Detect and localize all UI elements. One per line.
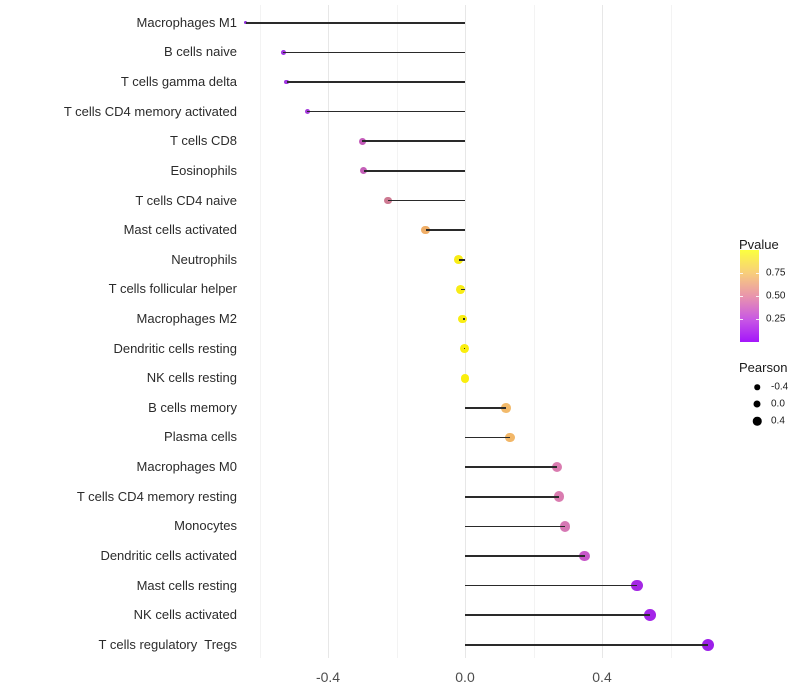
y-axis-label: T cells CD8	[170, 133, 237, 149]
lollipop-dot	[358, 137, 366, 145]
lollipop-segment	[387, 199, 465, 202]
pvalue-tick-mark	[740, 319, 743, 320]
y-axis-label: B cells memory	[148, 399, 237, 415]
lollipop-segment	[307, 110, 465, 113]
lollipop-segment	[460, 288, 465, 291]
lollipop-dot	[244, 21, 248, 25]
lollipop-dot	[456, 284, 465, 294]
y-axis-label: B cells naive	[164, 44, 237, 60]
y-axis-label: Macrophages M1	[136, 14, 237, 30]
pearson-size-dot	[754, 384, 760, 390]
x-axis-tick-label: -0.4	[315, 669, 341, 685]
lollipop-dot	[384, 196, 392, 205]
y-axis-label: T cells follicular helper	[108, 281, 237, 297]
pearson-size-label: 0.4	[771, 415, 785, 427]
lollipop-dot	[454, 255, 464, 265]
pvalue-tick-mark	[756, 273, 759, 274]
lollipop-segment	[286, 81, 465, 83]
pvalue-tick-label: 0.75	[766, 267, 786, 279]
pearson-size-label: 0.0	[771, 398, 785, 410]
lollipop-segment	[362, 140, 465, 143]
lollipop-segment	[458, 258, 465, 261]
pvalue-tick-label: 0.25	[766, 313, 786, 325]
lollipop-segment	[462, 318, 465, 320]
lollipop-segment	[465, 436, 510, 439]
lollipop-segment	[465, 525, 565, 528]
y-axis-label: T cells CD4 naive	[135, 192, 237, 208]
pvalue-tick-mark	[740, 273, 743, 274]
minor-gridline	[259, 5, 261, 658]
y-axis-label: Macrophages M2	[136, 311, 237, 326]
pvalue-tick-mark	[756, 296, 759, 297]
lollipop-segment	[245, 22, 465, 24]
pearson-size-label: -0.4	[771, 381, 789, 393]
pvalue-legend-title: Pvalue	[739, 237, 779, 252]
minor-gridline	[396, 5, 398, 658]
y-axis-label: T cells CD4 memory activated	[63, 103, 237, 119]
y-axis-label: Dendritic cells resting	[113, 340, 237, 356]
pvalue-gradient-bar	[740, 250, 759, 342]
y-axis-label: Plasma cells	[164, 429, 237, 445]
minor-gridline	[670, 5, 672, 658]
lollipop-segment	[283, 51, 465, 54]
y-axis-label: Mast cells activated	[123, 222, 237, 238]
x-axis-tick-label: 0.4	[592, 669, 612, 685]
y-axis-label: Neutrophils	[171, 251, 237, 267]
pearson-legend-title: Pearson	[739, 360, 788, 375]
y-axis-label: NK cells resting	[146, 370, 237, 386]
y-axis-label: Macrophages M0	[136, 459, 237, 475]
minor-gridline	[533, 5, 535, 658]
lollipop-segment	[425, 229, 465, 231]
lollipop-segment	[465, 614, 650, 616]
lollipop-segment	[465, 495, 560, 498]
lollipop-dot	[421, 226, 430, 235]
lollipop-segment	[465, 584, 637, 587]
lollipop-dot	[701, 638, 715, 652]
y-axis-label: Monocytes	[174, 518, 237, 534]
pearson-size-dot	[752, 416, 762, 426]
lollipop-dot	[501, 403, 511, 413]
pvalue-tick-mark	[756, 319, 759, 320]
lollipop-dot	[460, 373, 470, 383]
lollipop-segment	[465, 466, 557, 468]
major-gridline	[465, 5, 466, 658]
pearson-size-dot	[753, 400, 761, 408]
y-axis-label: NK cells activated	[133, 607, 237, 623]
pvalue-tick-label: 0.50	[766, 290, 786, 302]
major-gridline	[602, 5, 603, 658]
y-axis-label: Mast cells resting	[136, 577, 237, 593]
lollipop-segment	[363, 170, 465, 172]
major-gridline	[328, 5, 329, 658]
lollipop-dot	[644, 609, 656, 622]
lollipop-dot	[631, 579, 643, 592]
pvalue-tick-mark	[740, 296, 743, 297]
lollipop-dot	[459, 344, 469, 354]
lollipop-segment	[465, 644, 709, 646]
y-axis-label: Dendritic cells activated	[100, 547, 237, 563]
lollipop-segment	[464, 347, 465, 350]
lollipop-dot	[284, 79, 290, 85]
lollipop-segment	[465, 407, 507, 409]
y-axis-label: T cells CD4 memory resting	[76, 488, 237, 504]
y-axis-label: Eosinophils	[170, 162, 238, 178]
y-axis-label: T cells gamma delta	[120, 74, 237, 90]
y-axis-label: T cells regulatory Tregs	[98, 636, 237, 652]
x-axis-tick-label: 0.0	[455, 669, 475, 685]
lollipop-segment	[465, 555, 585, 557]
